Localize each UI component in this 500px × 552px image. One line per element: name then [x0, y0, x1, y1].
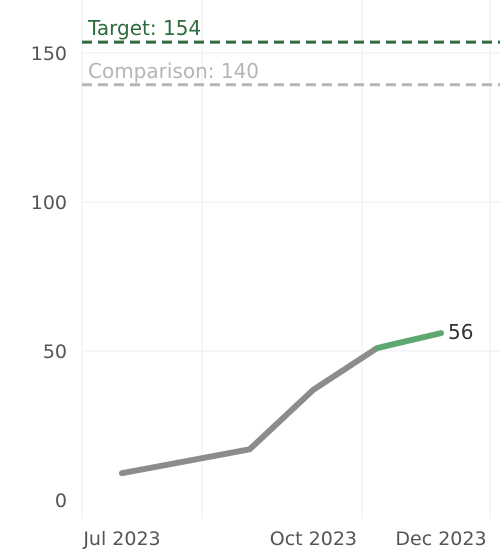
y-tick-label-50: 50	[43, 341, 67, 363]
x-grid-lines	[81, 0, 491, 518]
reference-lines: Target: 154 Comparison: 140	[82, 16, 500, 87]
y-tick-label-0: 0	[55, 490, 67, 512]
y-axis-ticks: 0 50 100 150	[31, 43, 67, 512]
y-tick-label-100: 100	[31, 192, 67, 214]
grid-lines	[82, 52, 500, 352]
series-line-main	[119, 345, 381, 477]
x-tick-label-oct-2023: Oct 2023	[270, 528, 357, 550]
reference-label-0: Target: 154	[87, 16, 201, 40]
reference-label-1: Comparison: 140	[88, 59, 259, 83]
series-line	[119, 330, 444, 477]
last-value-label: 56	[448, 320, 473, 344]
x-tick-label-jul-2023: Jul 2023	[82, 528, 160, 550]
series-line-latest-segment	[374, 330, 444, 352]
x-axis-ticks: Jul 2023 Oct 2023 Dec 2023	[82, 528, 486, 550]
data-labels: 56	[448, 320, 473, 344]
y-tick-label-150: 150	[31, 43, 67, 65]
x-tick-label-dec-2023: Dec 2023	[395, 528, 486, 550]
